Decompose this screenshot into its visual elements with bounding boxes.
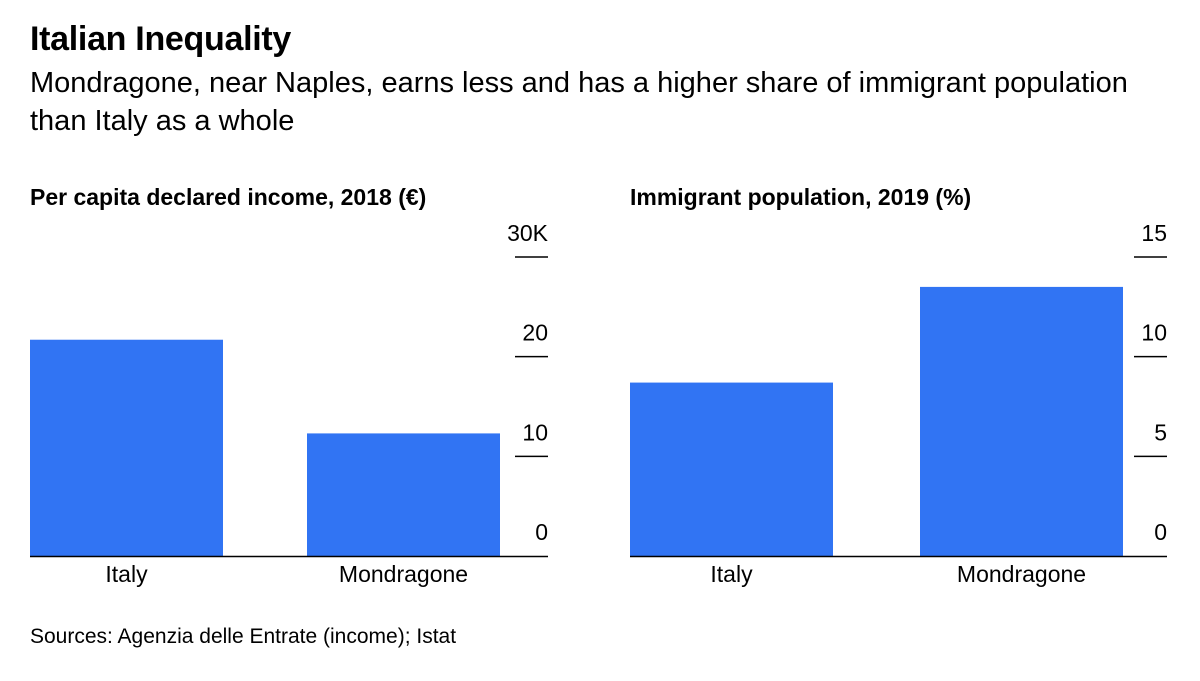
immigrant-x-tick-label: Mondragone	[957, 561, 1086, 587]
immigrant-bar-italy	[630, 382, 833, 556]
income-bar-italy	[30, 339, 223, 556]
immigrant-y-tick-label: 5	[1154, 419, 1167, 445]
income-y-tick-label: 10	[522, 419, 548, 445]
income-bar-mondragone	[307, 433, 500, 556]
source-note: Sources: Agenzia delle Entrate (income);…	[30, 625, 457, 648]
immigrant-y-tick-label: 15	[1141, 220, 1167, 246]
immigrant-x-tick-label: Italy	[710, 561, 753, 587]
immigrant-chart-title: Immigrant population, 2019 (%)	[630, 184, 972, 210]
income-y-tick-label: 0	[535, 519, 548, 545]
income-y-tick-label: 20	[522, 320, 548, 346]
income-chart-title: Per capita declared income, 2018 (€)	[30, 184, 427, 210]
immigrant-bar-mondragone	[920, 286, 1123, 556]
chart-subtitle: Mondragone, near Naples, earns less and …	[30, 67, 1128, 137]
immigrant-y-tick-label: 10	[1141, 320, 1167, 346]
income-x-tick-label: Mondragone	[339, 561, 468, 587]
immigrant-y-tick-label: 0	[1154, 519, 1167, 545]
chart-title: Italian Inequality	[30, 20, 291, 58]
income-y-tick-label: 30K	[507, 220, 549, 246]
income-x-tick-label: Italy	[105, 561, 148, 587]
